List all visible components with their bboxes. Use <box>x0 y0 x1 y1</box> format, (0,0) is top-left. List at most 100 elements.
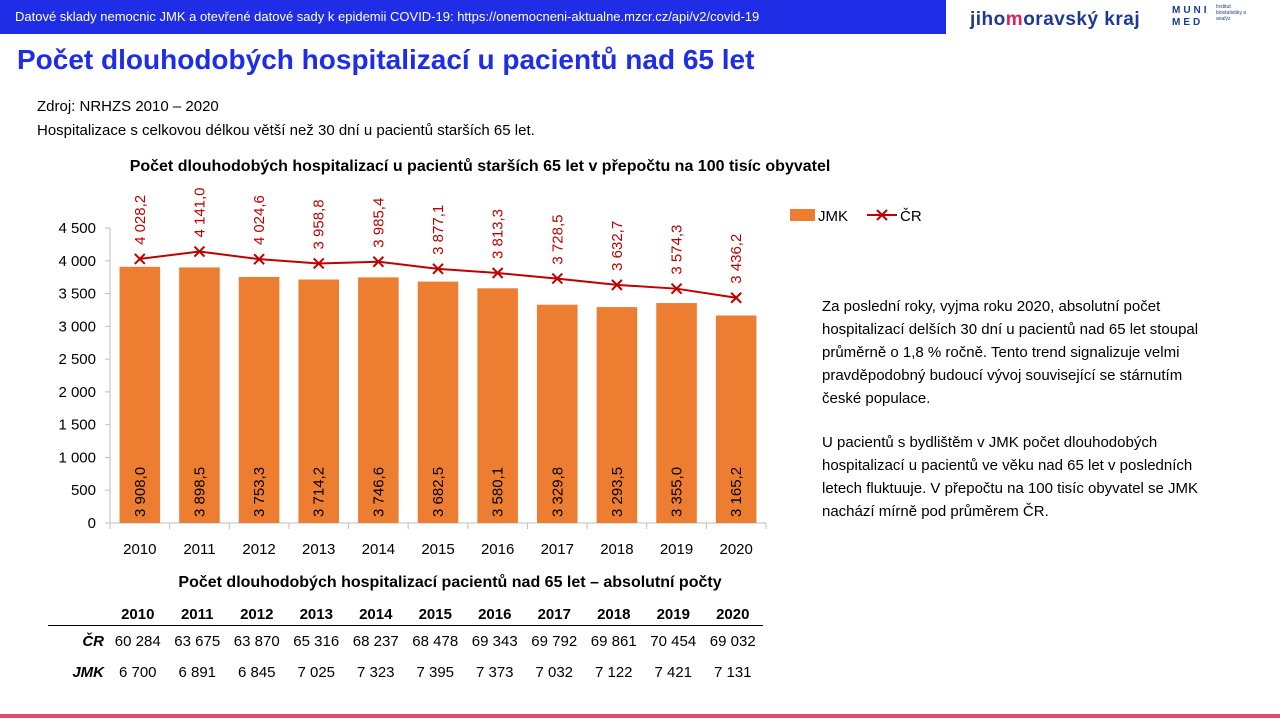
table-year-header: 2014 <box>346 603 406 626</box>
line-marker-cr <box>372 256 385 268</box>
table-cell: 65 316 <box>293 633 340 650</box>
table-row: JMK 6 700 6 891 6 845 7 025 7 323 7 395 7 373 7 … <box>48 657 763 688</box>
line-marker-cr <box>611 279 623 291</box>
table-cell: 70 454 <box>650 633 697 650</box>
bar-data-label: 3 753,3 <box>251 467 268 517</box>
table-cell: 60 284 <box>114 633 161 650</box>
line-marker-cr <box>253 253 265 265</box>
bar-jmk <box>656 303 697 523</box>
table-row-label: JMK <box>72 664 104 681</box>
page-title: Počet dlouhodobých hospitalizací u pacie… <box>17 44 755 75</box>
line-marker-cr <box>134 253 146 265</box>
table-year-header: 2012 <box>227 603 287 626</box>
line-marker-cr <box>313 257 325 270</box>
table-header-row: 2010 2011 2012 2013 2014 2015 2016 2017 2018 2019… <box>48 603 763 626</box>
iba-logo-text: Institut biostatistiky a analýz <box>1216 4 1247 22</box>
commentary-paragraph-2: U pacientů s bydlištěm v JMK počet dlouh… <box>822 434 1199 520</box>
x-tick-label: 2019 <box>660 541 693 558</box>
table-year-header: 2015 <box>405 603 465 626</box>
x-tick-label: 2014 <box>362 541 395 558</box>
subtitle-text: Hospitalizace s celkovou délkou větší ne… <box>37 122 535 139</box>
line-marker-cr <box>491 267 504 279</box>
x-tick-label: 2018 <box>600 541 633 558</box>
line-data-label: 3 728,5 <box>549 215 566 265</box>
bar-data-label: 3 714,2 <box>311 467 328 517</box>
x-tick-label: 2020 <box>719 541 752 558</box>
jmk-logo-part1: jiho <box>970 9 1006 30</box>
legend-marker-cr <box>876 209 888 221</box>
bar-jmk <box>536 304 578 523</box>
line-data-label: 3 574,3 <box>669 225 686 275</box>
table-cell: 63 675 <box>174 633 221 650</box>
table-cell: 7 323 <box>356 664 395 681</box>
table-cell: 6 700 <box>118 664 157 681</box>
muni-logo-line2: MED <box>1172 17 1204 28</box>
bar-data-label: 3 746,6 <box>370 467 387 517</box>
x-tick-label: 2012 <box>242 541 275 558</box>
x-tick-label: 2016 <box>481 541 514 558</box>
y-tick-label: 1 500 <box>58 417 96 434</box>
y-tick-label: 3 000 <box>58 318 96 335</box>
bar-data-label: 3 355,0 <box>669 467 686 517</box>
y-tick-label: 1 000 <box>58 449 96 466</box>
line-data-label: 3 958,8 <box>311 199 328 249</box>
table-cell: 68 237 <box>352 633 399 650</box>
table-cell: 6 845 <box>237 664 276 681</box>
bar-data-label: 3 329,8 <box>549 467 566 517</box>
bar-data-label: 3 898,5 <box>191 467 208 517</box>
line-marker-cr <box>670 282 683 295</box>
y-tick-label: 500 <box>71 482 96 499</box>
bar-jmk <box>477 288 518 523</box>
table-row-label: ČR <box>82 633 104 650</box>
line-data-label: 4 028,2 <box>132 195 149 245</box>
bar-jmk <box>238 276 280 523</box>
table-cell: 69 861 <box>590 633 637 650</box>
table-cell: 7 131 <box>713 664 752 681</box>
x-tick-label: 2017 <box>541 541 574 558</box>
table-cell: 6 891 <box>178 664 217 681</box>
header-bar: Datové sklady nemocnic JMK a otevřené da… <box>0 0 946 34</box>
source-text: Zdroj: NRHZS 2010 – 2020 <box>37 98 219 115</box>
bar-data-label: 3 165,2 <box>728 467 745 517</box>
jmk-logo-part2: oravský kraj <box>1023 9 1141 30</box>
table-year-header: 2016 <box>465 603 525 626</box>
table-cell: 7 025 <box>297 664 336 681</box>
y-tick-label: 4 500 <box>58 220 96 237</box>
y-tick-label: 3 500 <box>58 286 96 303</box>
y-tick-label: 4 000 <box>58 253 96 270</box>
table-year-header: 2017 <box>524 603 584 626</box>
table-year-header: 2020 <box>703 603 763 626</box>
table-year-header: 2018 <box>584 603 644 626</box>
x-tick-label: 2013 <box>302 541 335 558</box>
table-year-header: 2013 <box>286 603 346 626</box>
legend-label-cr: ČR <box>900 208 922 225</box>
table-corner <box>48 603 108 626</box>
table-cell: 7 373 <box>475 664 514 681</box>
line-data-label: 3 877,1 <box>430 205 447 255</box>
table-cell: 68 478 <box>412 633 459 650</box>
y-tick-label: 2 000 <box>58 384 96 401</box>
absolute-counts-table: 2010 2011 2012 2013 2014 2015 2016 2017 2018 2019… <box>48 603 763 688</box>
line-marker-cr <box>730 292 742 304</box>
line-data-label: 4 024,6 <box>251 195 268 245</box>
table-cell: 69 343 <box>471 633 518 650</box>
bar-data-label: 3 908,0 <box>132 467 149 517</box>
bar-data-label: 3 293,5 <box>609 467 626 517</box>
line-data-label: 3 436,2 <box>728 234 745 284</box>
table-year-header: 2010 <box>108 603 168 626</box>
bar-jmk <box>298 279 340 523</box>
x-tick-label: 2015 <box>421 541 454 558</box>
table-row: ČR 60 284 63 675 63 870 65 316 68 237 68 478 69… <box>48 626 763 658</box>
line-marker-cr <box>432 263 444 275</box>
line-data-label: 3 985,4 <box>370 198 387 248</box>
table-cell: 69 032 <box>709 633 756 650</box>
jmk-logo-accent: m <box>1005 9 1024 30</box>
bar-data-label: 3 682,5 <box>430 467 447 517</box>
table-cell: 69 792 <box>531 633 578 650</box>
bar-jmk <box>179 267 220 523</box>
table-cell: 63 870 <box>233 633 280 650</box>
chart-title: Počet dlouhodobých hospitalizací u pacie… <box>129 158 831 175</box>
commentary-paragraph-1: Za poslední roky, vyjma roku 2020, absol… <box>822 298 1199 407</box>
x-tick-label: 2011 <box>183 541 215 558</box>
